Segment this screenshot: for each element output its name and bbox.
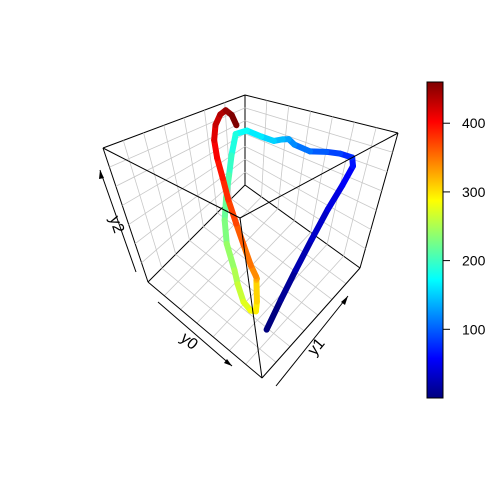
colorbar-tick-label: 200 bbox=[462, 253, 486, 269]
trajectory-segment bbox=[217, 158, 223, 178]
box-edge bbox=[103, 95, 245, 148]
trajectory-segment bbox=[232, 115, 237, 125]
trajectory-segment bbox=[328, 185, 342, 209]
trajectory-segment bbox=[225, 220, 227, 244]
trajectory-segment bbox=[228, 200, 236, 224]
box-edge bbox=[360, 133, 398, 268]
box-edge bbox=[262, 268, 360, 378]
axis-y1-label: y1 bbox=[305, 335, 329, 359]
grid-line-wall bbox=[144, 133, 176, 254]
axis-y0-arrow-line bbox=[158, 302, 232, 366]
colorbar: 100 200 300 400 bbox=[427, 82, 486, 398]
grid-line-wall bbox=[294, 111, 310, 220]
box-edge bbox=[148, 282, 262, 378]
colorbar-tick-label: 300 bbox=[462, 184, 486, 200]
grid-line-wall bbox=[245, 146, 376, 210]
grid-line-wall bbox=[123, 140, 162, 268]
grid-line-wall bbox=[116, 121, 245, 187]
box-edge bbox=[245, 95, 398, 133]
box-edge bbox=[240, 133, 398, 218]
colorbar-tick-label: 400 bbox=[462, 115, 486, 131]
trajectory-segment bbox=[231, 134, 235, 155]
axis-y0-label: y0 bbox=[177, 330, 201, 354]
trajectory-segment bbox=[227, 244, 235, 270]
grid-line-wall bbox=[245, 172, 365, 249]
trajectory-segment bbox=[296, 240, 312, 270]
grid-line-wall bbox=[245, 121, 387, 172]
trajectory-segment bbox=[267, 300, 281, 330]
trajectory-segment bbox=[281, 270, 296, 300]
grid-line-wall bbox=[278, 106, 289, 209]
axis-y2-label: y2 bbox=[106, 214, 127, 235]
grid-lines bbox=[109, 100, 392, 364]
colorbar-gradient bbox=[427, 82, 443, 398]
grid-line-wall bbox=[261, 100, 266, 196]
grid-line-wall bbox=[245, 108, 393, 152]
colorbar-ticks: 100 200 300 400 bbox=[443, 115, 486, 337]
axis-y1: y1 bbox=[276, 296, 348, 386]
axis-y2-arrowhead bbox=[99, 170, 104, 179]
axis-y0: y0 bbox=[158, 302, 232, 366]
grid-line-floor bbox=[203, 227, 318, 316]
grid-line-wall bbox=[184, 118, 203, 227]
colorbar-tick-label: 100 bbox=[462, 321, 486, 337]
